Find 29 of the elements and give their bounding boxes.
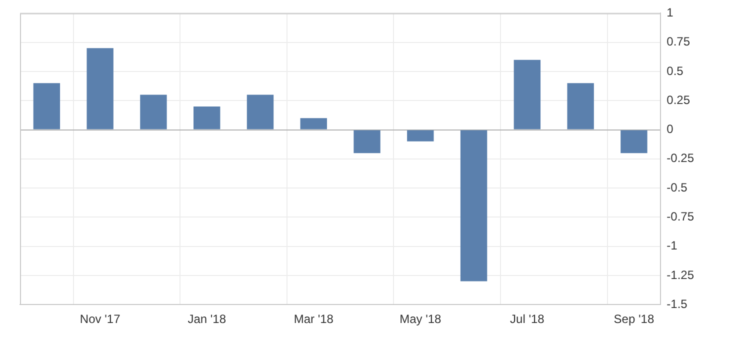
bar bbox=[140, 94, 167, 130]
y-tick-label: -1 bbox=[666, 238, 678, 253]
bar bbox=[514, 60, 541, 130]
bar bbox=[620, 130, 648, 154]
y-tick-label: -0.25 bbox=[666, 151, 694, 166]
x-tick-label: May '18 bbox=[400, 312, 442, 326]
y-tick-label: -1.5 bbox=[666, 296, 688, 311]
bar bbox=[300, 118, 327, 130]
y-tick-label: -0.75 bbox=[666, 209, 694, 224]
y-tick-label: 1 bbox=[666, 6, 674, 20]
bar bbox=[567, 83, 594, 130]
bar bbox=[246, 94, 274, 130]
y-tick-label: 0.75 bbox=[666, 34, 690, 49]
x-tick-label: Mar '18 bbox=[294, 312, 334, 326]
y-tick-label: -0.5 bbox=[666, 180, 688, 194]
bar bbox=[194, 106, 220, 130]
y-tick-label: 0.5 bbox=[666, 64, 684, 78]
bar bbox=[86, 48, 114, 130]
x-tick-label: Jul '18 bbox=[510, 312, 545, 326]
y-tick-label: 0 bbox=[666, 122, 674, 136]
y-tick-label: 0.25 bbox=[666, 92, 690, 107]
y-tick-label: -1.25 bbox=[666, 268, 694, 282]
x-tick-label: Sep '18 bbox=[614, 312, 654, 326]
bar bbox=[354, 130, 380, 154]
bar bbox=[460, 130, 488, 282]
x-tick-label: Nov '17 bbox=[80, 312, 121, 326]
bar bbox=[407, 130, 434, 142]
x-tick-label: Jan '18 bbox=[188, 312, 226, 326]
bar bbox=[33, 83, 60, 130]
